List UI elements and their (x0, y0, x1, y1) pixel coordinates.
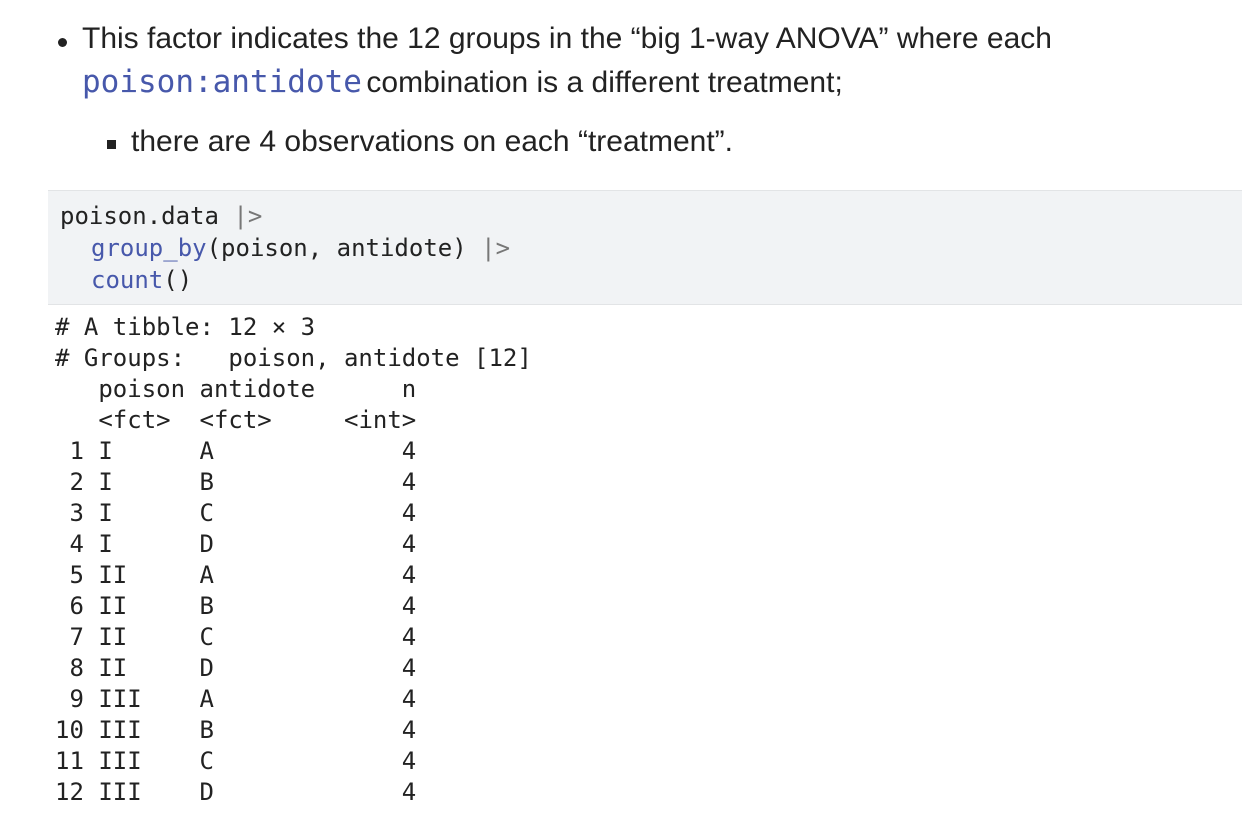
cell-n: 4 (401, 530, 417, 558)
cell-n: 4 (401, 747, 417, 775)
code-token: () (163, 266, 193, 294)
cell-poison: I (98, 468, 113, 496)
cell-poison: I (98, 499, 113, 527)
bullet-text: This factor indicates the 12 groups in t… (82, 22, 1052, 55)
cell-antidote: B (199, 468, 214, 496)
bullet-line: poison:antidote combination is a differe… (82, 64, 843, 100)
cell-poison: II (98, 654, 128, 682)
row-index: 3 (69, 499, 84, 527)
column-name: antidote (199, 375, 316, 403)
column-type: <fct> (199, 406, 272, 434)
code-line: poison.data |> (60, 202, 262, 230)
cell-poison: I (98, 530, 113, 558)
cell-n: 4 (401, 437, 417, 465)
cell-antidote: A (199, 685, 214, 713)
row-index: 4 (69, 530, 84, 558)
row-index: 1 (69, 437, 84, 465)
cell-n: 4 (401, 778, 417, 806)
row-index: 12 (55, 778, 84, 806)
cell-n: 4 (401, 561, 417, 589)
cell-poison: II (98, 623, 128, 651)
bullet-dot (58, 38, 67, 47)
cell-n: 4 (401, 623, 417, 651)
column-type: <fct> (98, 406, 171, 434)
row-index: 8 (69, 654, 84, 682)
column-name: n (401, 375, 417, 403)
row-index: 9 (69, 685, 84, 713)
row-index: 7 (69, 623, 84, 651)
code-token: count (91, 266, 164, 294)
cell-poison: I (98, 437, 113, 465)
bullet-text: combination is a different treatment; (366, 66, 843, 99)
cell-poison: II (98, 561, 128, 589)
sub-bullet-text: there are 4 observations on each “treatm… (131, 125, 733, 158)
code-token: poison.data (60, 202, 219, 230)
output-header: # A tibble: 12 × 3 (55, 313, 316, 341)
cell-antidote: A (199, 437, 214, 465)
row-index: 10 (55, 716, 84, 744)
cell-antidote: C (199, 747, 214, 775)
cell-antidote: D (199, 530, 214, 558)
code-line: count() (91, 266, 192, 294)
column-type: <int> (344, 406, 417, 434)
output-header: # Groups: poison, antidote [12] (55, 344, 532, 372)
cell-antidote: C (199, 499, 214, 527)
code-token: |> (466, 234, 511, 262)
row-index: 11 (55, 747, 84, 775)
cell-n: 4 (401, 468, 417, 496)
row-index: 6 (69, 592, 84, 620)
cell-antidote: B (199, 716, 214, 744)
cell-antidote: D (199, 778, 214, 806)
cell-n: 4 (401, 685, 417, 713)
row-index: 2 (69, 468, 84, 496)
cell-antidote: D (199, 654, 214, 682)
cell-poison: III (98, 716, 142, 744)
code-line: group_by(poison, antidote) |> (91, 234, 510, 262)
cell-poison: III (98, 747, 142, 775)
code-token: (poison, antidote) (206, 234, 467, 262)
code-token: group_by (91, 234, 207, 262)
row-index: 5 (69, 561, 84, 589)
cell-n: 4 (401, 716, 417, 744)
code-token: |> (218, 202, 263, 230)
cell-antidote: B (199, 592, 214, 620)
cell-antidote: C (199, 623, 214, 651)
cell-n: 4 (401, 654, 417, 682)
code-block: poison.data |> group_by(poison, antidote… (48, 190, 1242, 305)
cell-poison: II (98, 592, 128, 620)
sub-bullet (107, 140, 116, 149)
cell-antidote: A (199, 561, 214, 589)
column-name: poison (98, 375, 186, 403)
cell-poison: III (98, 685, 142, 713)
cell-poison: III (98, 778, 142, 806)
cell-n: 4 (401, 592, 417, 620)
inline-code: poison:antidote (82, 64, 362, 100)
cell-n: 4 (401, 499, 417, 527)
